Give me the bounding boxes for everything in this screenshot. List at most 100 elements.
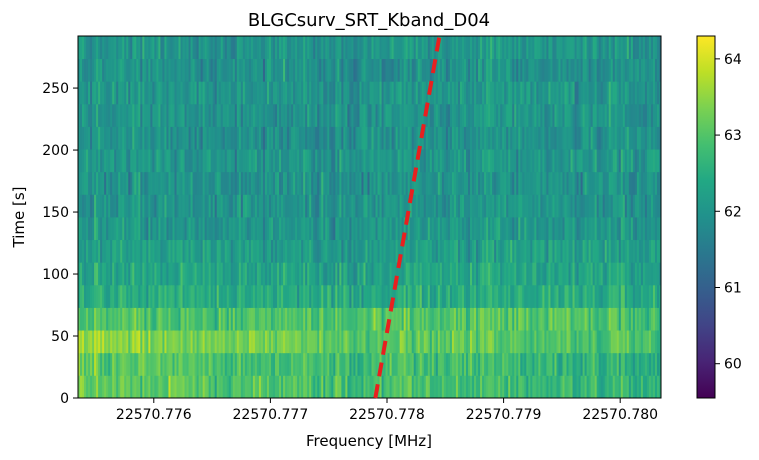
heatmap-cell — [395, 58, 399, 82]
heatmap-cell — [466, 284, 469, 308]
heatmap-cell — [214, 194, 218, 218]
heatmap-cell — [526, 171, 529, 195]
heatmap-cell — [498, 126, 501, 150]
heatmap-cell — [502, 58, 505, 82]
heatmap-cell — [285, 149, 288, 173]
heatmap-cell — [136, 194, 139, 218]
heatmap-cell — [112, 375, 115, 399]
heatmap-cell — [570, 126, 573, 150]
heatmap-cell — [256, 239, 260, 263]
heatmap-cell — [453, 194, 457, 218]
heatmap-cell — [610, 103, 614, 127]
heatmap-cell — [427, 149, 431, 173]
heatmap-cell — [403, 36, 407, 60]
heatmap-cell — [538, 284, 541, 308]
heatmap-cell — [285, 194, 288, 218]
heatmap-cell — [552, 239, 555, 263]
heatmap-cell — [329, 36, 332, 60]
heatmap-cell — [622, 103, 626, 127]
heatmap-cell — [134, 352, 137, 376]
heatmap-cell — [142, 194, 145, 218]
heatmap-cell — [240, 36, 244, 60]
heatmap-cell — [297, 126, 300, 150]
heatmap-cell — [130, 36, 133, 60]
heatmap-cell — [279, 352, 282, 376]
heatmap-cell — [530, 375, 533, 399]
heatmap-cell — [578, 126, 581, 150]
heatmap-cell — [184, 375, 187, 399]
heatmap-cell — [534, 58, 537, 82]
heatmap-cell — [490, 375, 493, 399]
heatmap-cell — [369, 284, 372, 308]
heatmap-cell — [281, 262, 284, 286]
heatmap-cell — [327, 262, 330, 286]
heatmap-cell — [466, 352, 469, 376]
heatmap-cell — [584, 171, 588, 195]
heatmap-cell — [142, 36, 145, 60]
heatmap-cell — [459, 307, 463, 331]
heatmap-cell — [228, 58, 232, 82]
heatmap-cell — [391, 81, 395, 105]
heatmap-cell — [482, 262, 485, 286]
heatmap-cell — [86, 375, 89, 399]
heatmap-cell — [540, 262, 543, 286]
heatmap-cell — [92, 126, 95, 150]
heatmap-cell — [152, 194, 155, 218]
heatmap-cell — [624, 284, 628, 308]
heatmap-cell — [78, 284, 81, 308]
heatmap-cell — [514, 262, 517, 286]
heatmap-cell — [118, 36, 121, 60]
heatmap-cell — [648, 126, 652, 150]
heatmap-cell — [200, 330, 204, 354]
heatmap-cell — [614, 103, 618, 127]
heatmap-cell — [128, 103, 131, 127]
heatmap-cell — [222, 194, 226, 218]
heatmap-cell — [291, 194, 294, 218]
heatmap-cell — [110, 149, 113, 173]
heatmap-cell — [242, 352, 246, 376]
heatmap-cell — [220, 307, 224, 331]
heatmap-cell — [307, 217, 310, 241]
heatmap-cell — [622, 58, 626, 82]
drift-rate-line — [373, 35, 442, 399]
heatmap-cell — [214, 149, 218, 173]
heatmap-cell — [88, 171, 91, 195]
heatmap-cell — [415, 262, 419, 286]
heatmap-cell — [124, 239, 127, 263]
heatmap-cell — [295, 307, 298, 331]
heatmap-cell — [180, 36, 183, 60]
heatmap-cell — [88, 239, 91, 263]
heatmap-cell — [409, 36, 413, 60]
heatmap-cell — [313, 126, 316, 150]
heatmap-cell — [371, 262, 374, 286]
heatmap-cell — [311, 58, 314, 82]
heatmap-cell — [315, 194, 318, 218]
heatmap-cell — [417, 375, 421, 399]
heatmap-cell — [311, 36, 314, 60]
heatmap-cell — [349, 126, 352, 150]
heatmap-cell — [88, 375, 91, 399]
heatmap-cell — [411, 330, 415, 354]
heatmap-cell — [357, 58, 360, 82]
heatmap-cell — [202, 352, 206, 376]
heatmap-cell — [124, 284, 127, 308]
heatmap-cell — [160, 171, 163, 195]
heatmap-cell — [486, 58, 489, 82]
heatmap-cell — [351, 36, 354, 60]
heatmap-cell — [104, 81, 107, 105]
heatmap-cell — [118, 284, 121, 308]
heatmap-cell — [395, 103, 399, 127]
heatmap-cell — [212, 149, 216, 173]
heatmap-cell — [570, 103, 573, 127]
heatmap-cell — [560, 58, 563, 82]
heatmap-cell — [506, 36, 509, 60]
heatmap-cell — [506, 149, 509, 173]
heatmap-cell — [170, 284, 173, 308]
heatmap-cell — [648, 149, 652, 173]
heatmap-cell — [365, 375, 368, 399]
heatmap-cell — [166, 262, 169, 286]
heatmap-cell — [214, 217, 218, 241]
heatmap-cell — [214, 171, 218, 195]
heatmap-cell — [572, 81, 575, 105]
heatmap-cell — [393, 103, 397, 127]
